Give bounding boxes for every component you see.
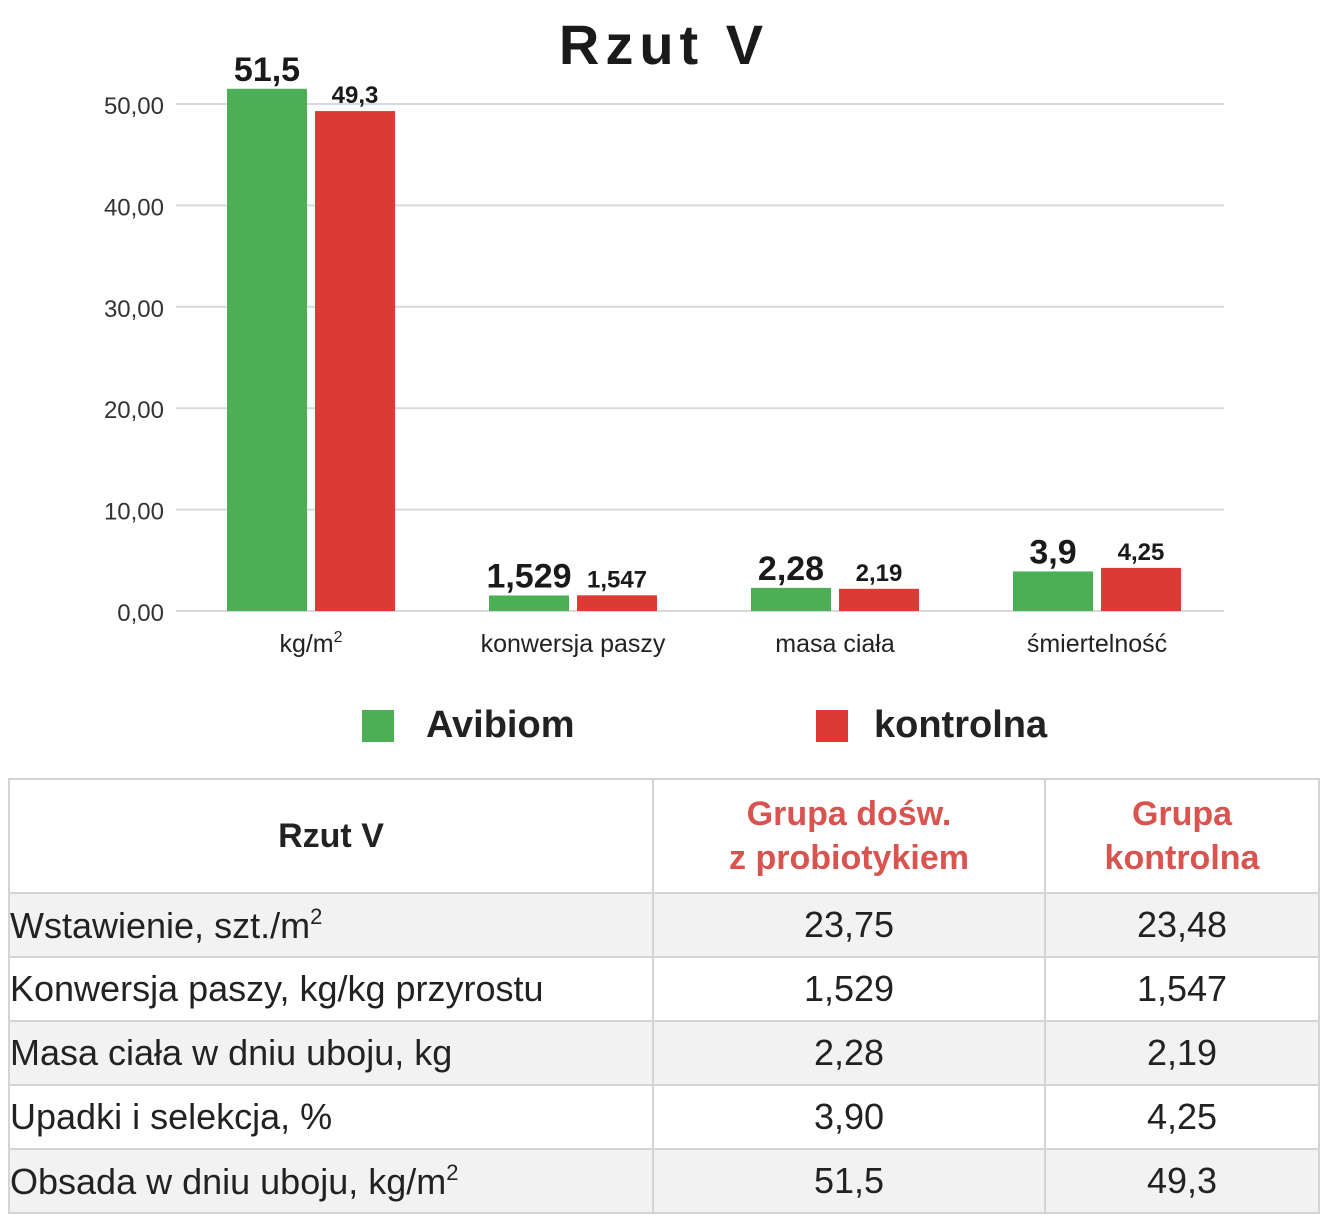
header-experimental-group: Grupa dośw. z probiotykiem xyxy=(652,778,1046,894)
bar-value-label: 3,9 xyxy=(1029,533,1076,571)
bar-kontrolna xyxy=(577,595,657,611)
table-row: Konwersja paszy, kg/kg przyrostu 1,529 1,5… xyxy=(8,956,1320,1022)
x-tick-label: masa ciała xyxy=(775,630,895,658)
legend: Avibiom kontrolna xyxy=(0,704,1328,754)
table-row: Upadki i selekcja, % 3,90 4,25 xyxy=(8,1084,1320,1150)
row-label: Obsada w dniu uboju, kg/m2 xyxy=(8,1148,654,1214)
value-control: 2,19 xyxy=(1044,1020,1320,1086)
bar-value-label: 1,547 xyxy=(587,566,647,593)
row-label: Konwersja paszy, kg/kg przyrostu xyxy=(8,956,654,1022)
y-tick-label: 50,00 xyxy=(104,93,164,120)
table-row: Wstawienie, szt./m2 23,75 23,48 xyxy=(8,892,1320,958)
bar-value-label: 4,25 xyxy=(1118,539,1165,566)
header-control-group: Grupa kontrolna xyxy=(1044,778,1320,894)
row-label: Upadki i selekcja, % xyxy=(8,1084,654,1150)
legend-item-kontrolna: kontrolna xyxy=(816,704,1047,747)
row-label: Masa ciała w dniu uboju, kg xyxy=(8,1020,654,1086)
bar-avibiom xyxy=(489,595,569,611)
bar-avibiom xyxy=(227,88,307,612)
value-control: 1,547 xyxy=(1044,956,1320,1022)
x-tick-label: kg/m2 xyxy=(279,629,342,658)
y-tick-label: 30,00 xyxy=(104,296,164,323)
legend-swatch-avibiom xyxy=(362,709,394,742)
y-tick-label: 20,00 xyxy=(104,397,164,424)
y-axis-ticks: 0,00 10,00 20,00 30,00 40,00 50,00 xyxy=(104,93,164,627)
row-label: Wstawienie, szt./m2 xyxy=(8,892,654,958)
table-header-row: Rzut V Grupa dośw. z probiotykiem Grupa ko… xyxy=(8,778,1320,894)
bar-value-labels: 51,5 49,3 1,529 1,547 2,28 2,19 3,9 4,25 xyxy=(234,51,1164,596)
chart-title: Rzut V xyxy=(559,13,769,76)
legend-item-avibiom: Avibiom xyxy=(362,704,575,747)
y-tick-label: 10,00 xyxy=(104,499,164,526)
bar-avibiom xyxy=(1013,571,1093,611)
bar-avibiom xyxy=(751,587,831,611)
value-experimental: 51,5 xyxy=(652,1148,1046,1214)
bar-value-label: 1,529 xyxy=(486,557,571,595)
x-axis-ticks: kg/m2 konwersja paszy masa ciała śmiertelno… xyxy=(279,629,1167,658)
table-corner-header: Rzut V xyxy=(8,778,654,894)
bar-kontrolna xyxy=(1101,567,1181,611)
bar-kontrolna xyxy=(839,588,919,611)
bar-chart: Rzut V 0,00 10,00 20,00 30,00 40,00 50,00 51,… xyxy=(104,13,1224,658)
bar-value-label: 49,3 xyxy=(332,82,379,109)
value-experimental: 23,75 xyxy=(652,892,1046,958)
legend-label-kontrolna: kontrolna xyxy=(874,704,1048,746)
bar-value-label: 51,5 xyxy=(234,51,300,89)
bar-value-label: 2,19 xyxy=(856,560,903,587)
table-row: Masa ciała w dniu uboju, kg 2,28 2,19 xyxy=(8,1020,1320,1086)
value-experimental: 1,529 xyxy=(652,956,1046,1022)
legend-swatch-kontrolna xyxy=(816,709,848,742)
y-tick-label: 0,00 xyxy=(117,600,164,627)
legend-label-avibiom: Avibiom xyxy=(426,704,575,746)
value-control: 4,25 xyxy=(1044,1084,1320,1150)
value-experimental: 3,90 xyxy=(652,1084,1046,1150)
bars xyxy=(227,88,1181,612)
value-experimental: 2,28 xyxy=(652,1020,1046,1086)
value-control: 49,3 xyxy=(1044,1148,1320,1214)
value-control: 23,48 xyxy=(1044,892,1320,958)
y-tick-label: 40,00 xyxy=(104,194,164,221)
x-tick-label: śmiertelność xyxy=(1027,630,1167,658)
bar-kontrolna xyxy=(315,111,395,612)
table-row: Obsada w dniu uboju, kg/m2 51,5 49,3 xyxy=(8,1148,1320,1214)
results-table: Rzut V Grupa dośw. z probiotykiem Grupa ko… xyxy=(8,778,1320,1214)
x-tick-label: konwersja paszy xyxy=(481,630,666,658)
bar-value-label: 2,28 xyxy=(758,550,824,588)
